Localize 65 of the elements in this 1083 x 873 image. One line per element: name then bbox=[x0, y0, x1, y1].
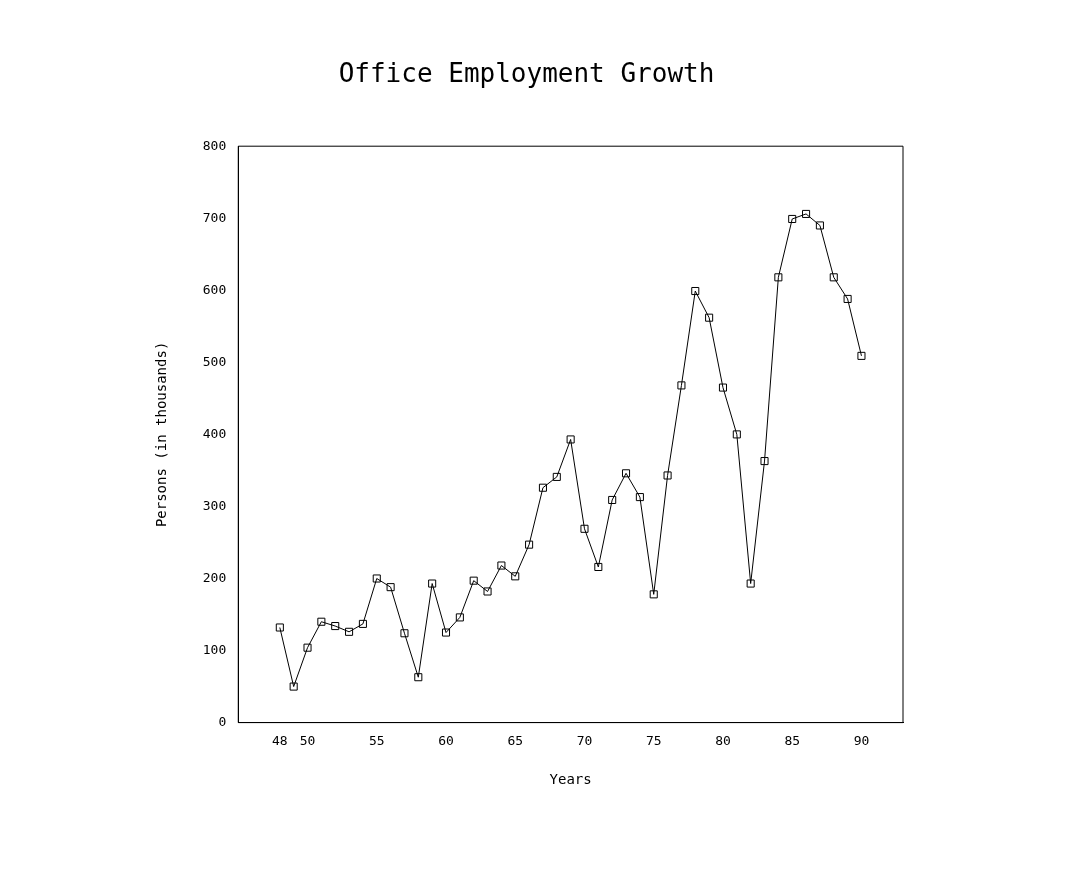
y-tick-label: 100 bbox=[202, 641, 227, 657]
y-tick-label: 400 bbox=[202, 425, 227, 441]
point bbox=[718, 383, 728, 392]
point bbox=[746, 579, 755, 588]
point bbox=[677, 381, 686, 390]
point bbox=[788, 214, 797, 224]
point bbox=[774, 273, 783, 282]
x-tick-label: 65 bbox=[507, 732, 524, 748]
point bbox=[317, 617, 326, 626]
point bbox=[691, 286, 700, 296]
y-tick-label: 300 bbox=[202, 497, 227, 513]
point bbox=[414, 673, 423, 682]
x-tick-label: 90 bbox=[853, 732, 870, 748]
point bbox=[857, 351, 866, 360]
point bbox=[511, 572, 520, 581]
point bbox=[275, 623, 284, 632]
point bbox=[760, 457, 769, 466]
point bbox=[469, 576, 478, 585]
point bbox=[386, 583, 395, 592]
point bbox=[843, 294, 852, 303]
point bbox=[622, 469, 631, 478]
x-tick-label: 60 bbox=[438, 732, 454, 748]
point bbox=[441, 628, 451, 637]
x-tick-label: 75 bbox=[645, 732, 662, 748]
point bbox=[802, 209, 811, 218]
x-tick-label: 48 bbox=[272, 732, 288, 748]
point bbox=[303, 643, 312, 652]
point bbox=[525, 540, 534, 549]
point bbox=[705, 313, 714, 322]
point bbox=[552, 472, 561, 481]
point bbox=[635, 493, 644, 502]
point bbox=[358, 619, 367, 628]
x-tick-label: 50 bbox=[299, 732, 316, 748]
point bbox=[428, 579, 437, 588]
x-tick-label: 55 bbox=[368, 732, 385, 748]
point bbox=[372, 574, 381, 583]
point bbox=[400, 629, 409, 638]
point bbox=[497, 561, 506, 570]
y-tick-label: 500 bbox=[202, 353, 227, 369]
point bbox=[538, 483, 547, 492]
point bbox=[345, 627, 354, 636]
point bbox=[732, 430, 741, 439]
y-tick-label: 200 bbox=[202, 569, 227, 585]
y-tick-label: 700 bbox=[202, 209, 227, 225]
y-tick-label: 800 bbox=[202, 137, 227, 153]
point bbox=[608, 495, 617, 504]
point bbox=[815, 221, 824, 230]
x-tick-label: 70 bbox=[576, 732, 593, 748]
point bbox=[566, 435, 575, 444]
x-axis-title: Years bbox=[549, 771, 592, 788]
point bbox=[663, 471, 672, 480]
point bbox=[483, 587, 492, 596]
point bbox=[455, 613, 464, 622]
y-axis-title: Persons (in thousands) bbox=[153, 341, 170, 528]
point bbox=[829, 273, 838, 282]
y-tick-label: 0 bbox=[218, 713, 227, 729]
x-tick-label: 80 bbox=[715, 732, 731, 748]
point bbox=[580, 524, 589, 533]
point bbox=[649, 590, 658, 599]
point bbox=[331, 622, 340, 631]
chart-title: Office Employment Growth bbox=[338, 58, 715, 89]
point bbox=[594, 562, 603, 572]
point bbox=[289, 682, 298, 691]
x-tick-label: 85 bbox=[784, 732, 801, 748]
y-tick-label: 600 bbox=[202, 281, 227, 297]
